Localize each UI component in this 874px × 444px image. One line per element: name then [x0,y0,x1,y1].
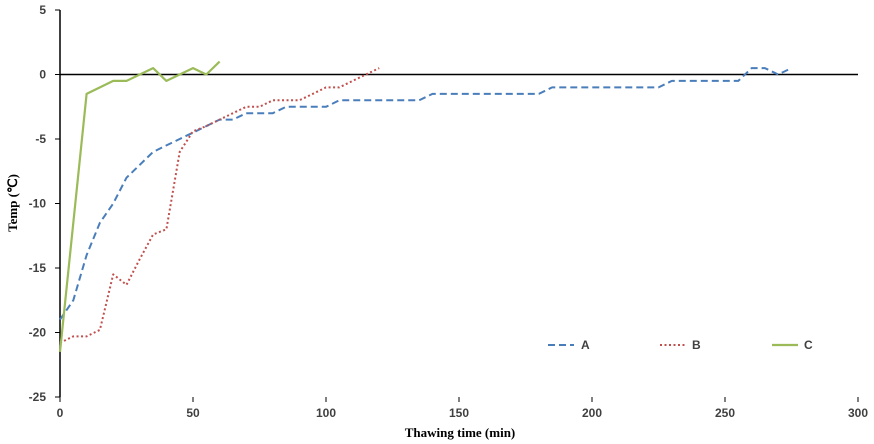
x-axis-ticks: 0 50 100 150 200 250 300 [57,397,868,420]
y-tick-label: 0 [39,68,46,82]
y-tick-label: -5 [35,132,46,146]
x-tick-label: 250 [715,406,735,420]
y-axis-ticks: 5 0 -5 -10 -15 -20 -25 [29,3,60,404]
y-tick-label: -25 [29,390,47,404]
y-tick-label: -20 [29,326,47,340]
y-tick-label: -10 [29,197,47,211]
y-tick-label: -15 [29,261,47,275]
series-line-b [59,67,380,344]
x-axis-title: Thawing time (min) [405,425,516,440]
legend: A B C [548,338,813,352]
legend-item-c: C [772,338,813,352]
series-line-a [59,67,792,321]
y-tick-label: 5 [39,3,46,17]
x-tick-label: 200 [582,406,602,420]
x-tick-label: 150 [449,406,469,420]
legend-item-a: A [548,338,590,352]
series-line-c [58,60,221,353]
series-layer [58,60,792,353]
x-tick-label: 50 [186,406,200,420]
y-axis-title: Temp (℃) [5,174,20,232]
legend-item-b: B [660,338,701,352]
legend-label-b: B [692,338,701,352]
x-tick-label: 100 [316,406,336,420]
plot-area: 50-5-10-15-20-25 0 50 100 150 200 250 300 [29,3,869,420]
legend-label-a: A [581,338,590,352]
x-tick-label: 300 [848,406,868,420]
legend-label-c: C [804,338,813,352]
x-tick-label: 0 [57,406,64,420]
